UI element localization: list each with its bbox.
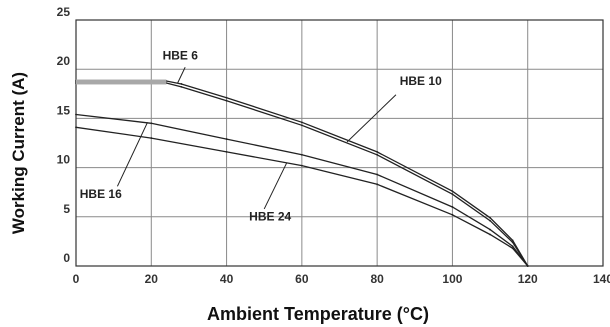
data-point: [300, 164, 303, 167]
data-point: [451, 206, 454, 208]
series-label: HBE 10: [400, 74, 442, 88]
x-tick-label: 60: [295, 272, 309, 286]
series-label: HBE 16: [80, 187, 122, 201]
y-axis-title: Working Current (A): [9, 72, 28, 234]
flat-segment-band: [76, 79, 167, 85]
data-point: [225, 99, 228, 102]
data-point: [376, 183, 379, 186]
y-tick-label: 5: [63, 202, 70, 216]
data-point: [511, 239, 514, 242]
plot-frame: [75, 19, 604, 267]
x-tick-label: 20: [145, 272, 159, 286]
label-layer: 0 20 40 60 80 100 120 140 0 5 10 15 20 25 HBE 6 HBE 10 H…: [57, 5, 610, 286]
series-layer: [75, 79, 529, 267]
x-tick-label: 80: [370, 272, 384, 286]
y-tick-label: 0: [63, 251, 70, 265]
data-point: [511, 245, 514, 248]
data-point: [451, 213, 454, 216]
data-point: [300, 124, 303, 127]
y-tick-label: 25: [57, 5, 71, 19]
data-point: [489, 228, 491, 231]
series-label: HBE 24: [249, 210, 291, 224]
y-tick-label: 10: [57, 153, 71, 167]
series-callout-line: [116, 122, 148, 187]
data-point: [180, 86, 183, 88]
x-tick-label: 0: [73, 272, 80, 286]
data-point: [376, 173, 379, 176]
data-point: [489, 216, 491, 219]
data-point: [451, 193, 454, 196]
grid-layer: [75, 19, 604, 267]
x-axis-title: Ambient Temperature (°C): [207, 304, 429, 324]
x-tick-label: 140: [593, 272, 610, 286]
series-callout-line: [346, 94, 397, 143]
data-point: [75, 113, 77, 116]
x-tick-label: 120: [518, 272, 538, 286]
data-point: [511, 241, 514, 244]
data-point: [225, 96, 228, 99]
series-callout-line: [263, 162, 288, 210]
data-point: [451, 190, 454, 193]
data-point: [511, 247, 514, 250]
data-point: [225, 138, 228, 140]
data-point: [150, 137, 153, 139]
x-tick-label: 100: [442, 272, 462, 286]
data-point: [75, 126, 77, 129]
x-tick-label: 40: [220, 272, 234, 286]
data-point: [300, 121, 303, 124]
data-point: [489, 219, 491, 222]
data-point: [376, 153, 379, 156]
series-callout-line: [177, 67, 186, 84]
y-tick-label: 20: [57, 54, 71, 68]
data-point: [180, 83, 183, 85]
series-line: [76, 80, 529, 267]
data-point: [526, 265, 529, 267]
data-point: [300, 153, 303, 156]
data-point: [376, 150, 379, 153]
series-label: HBE 6: [163, 48, 199, 62]
series-line: [76, 82, 529, 267]
data-point: [489, 233, 491, 236]
data-point: [225, 150, 228, 153]
data-point: [150, 122, 153, 125]
y-tick-label: 15: [57, 103, 71, 117]
